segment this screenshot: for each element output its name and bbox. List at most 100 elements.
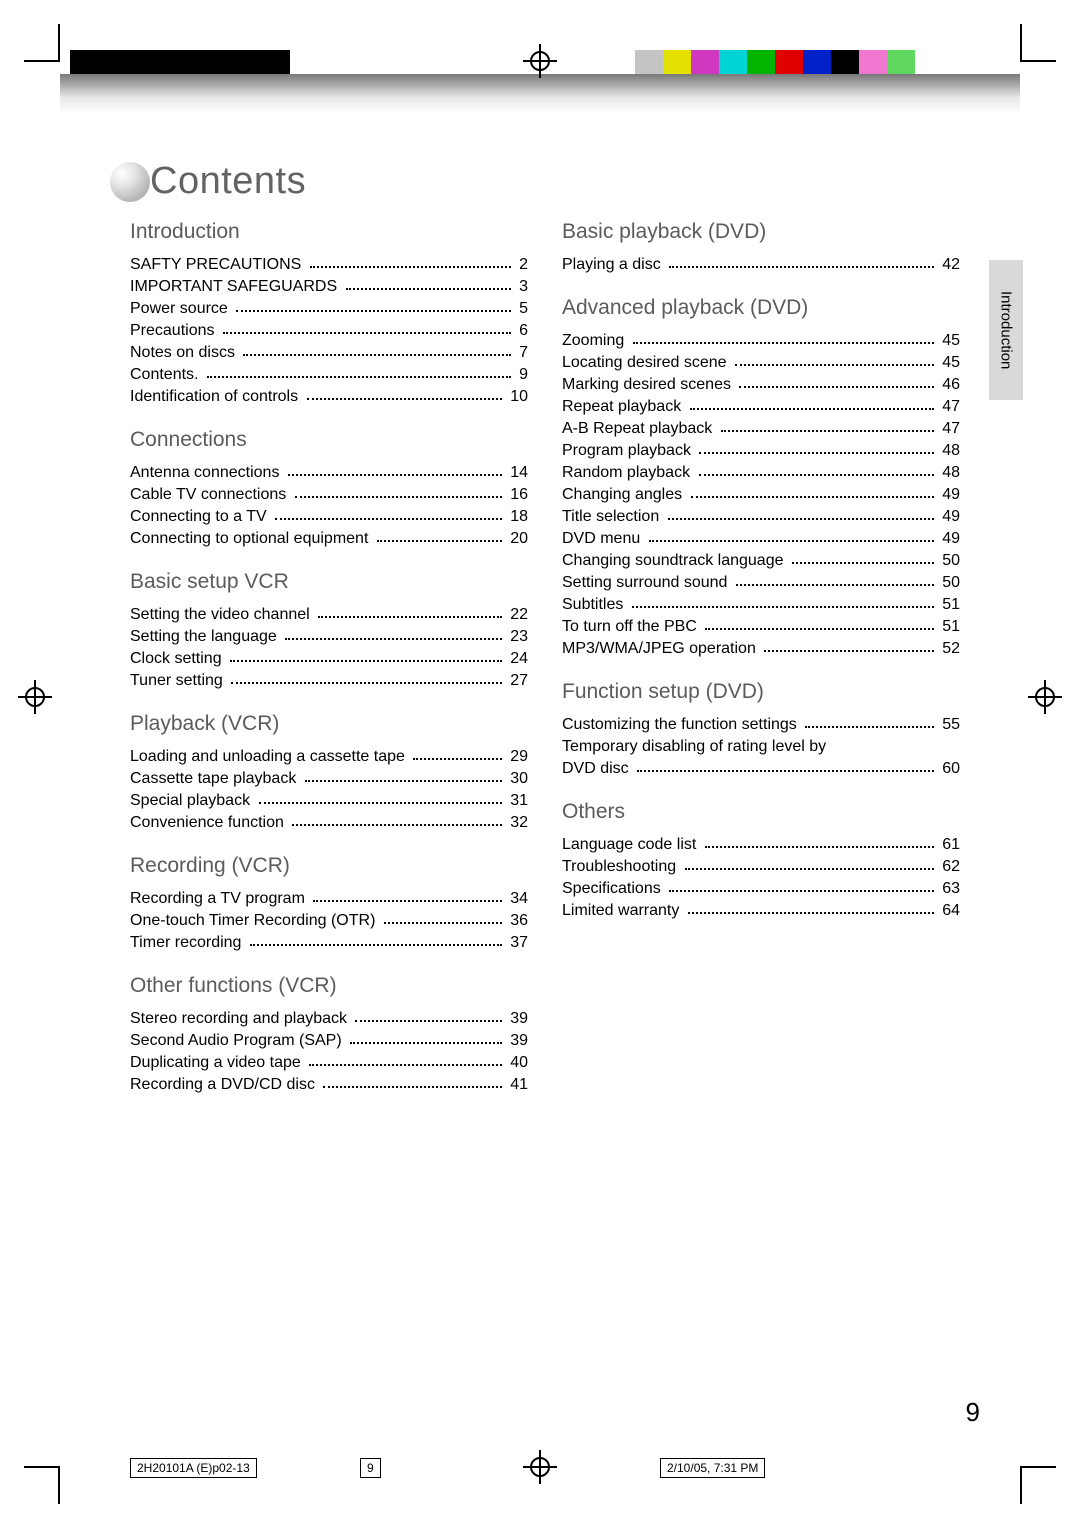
toc-entry: MP3/WMA/JPEG operation 52 (562, 638, 960, 660)
leader-dots (236, 310, 510, 312)
toc-entry: Setting the video channel 22 (130, 604, 528, 626)
toc-entry-title: Connecting to a TV (130, 506, 271, 528)
toc-entry-page: 61 (938, 834, 960, 856)
leader-dots (259, 802, 502, 804)
toc-entry-page: 63 (938, 878, 960, 900)
toc-entry: Second Audio Program (SAP) 39 (130, 1030, 528, 1052)
sphere-bullet-icon (110, 162, 150, 202)
toc-entry-page: 2 (515, 254, 528, 276)
toc-entry: Loading and unloading a cassette tape 29 (130, 746, 528, 768)
footer-docid: 2H20101A (E)p02-13 (130, 1458, 257, 1478)
leader-dots (384, 922, 502, 924)
leader-dots (669, 890, 934, 892)
toc-entry-page: 47 (938, 418, 960, 440)
toc-entry-title: Changing soundtrack language (562, 550, 788, 572)
page-title: Contents (150, 160, 306, 203)
leader-dots (292, 824, 501, 826)
leader-dots (346, 288, 511, 290)
toc-entry-page: 62 (938, 856, 960, 878)
toc-entry-page: 50 (938, 550, 960, 572)
toc-entry: Repeat playback 47 (562, 396, 960, 418)
toc-entry-title: Notes on discs (130, 342, 239, 364)
toc-entry: To turn off the PBC 51 (562, 616, 960, 638)
toc-entry: Connecting to a TV 18 (130, 506, 528, 528)
toc-entry-page: 64 (938, 900, 960, 922)
toc-entry-title: IMPORTANT SAFEGUARDS (130, 276, 342, 298)
toc-entry: Specifications 63 (562, 878, 960, 900)
toc-entry-title: Specifications (562, 878, 665, 900)
toc-section-heading: Basic playback (DVD) (562, 220, 960, 244)
toc-entry: Changing angles 49 (562, 484, 960, 506)
leader-dots (739, 386, 933, 388)
toc-section-heading: Others (562, 800, 960, 824)
crop-mark (58, 24, 60, 60)
leader-dots (764, 650, 933, 652)
toc-entry-page: 6 (515, 320, 528, 342)
toc-entry-page: 39 (506, 1030, 528, 1052)
leader-dots (350, 1042, 502, 1044)
toc-entry-title: Power source (130, 298, 232, 320)
toc-entry-title: Loading and unloading a cassette tape (130, 746, 409, 768)
toc-entry: Title selection 49 (562, 506, 960, 528)
toc-entry: Playing a disc 42 (562, 254, 960, 276)
leader-dots (699, 452, 933, 454)
toc-entry: Clock setting 24 (130, 648, 528, 670)
toc-entry-page: 30 (506, 768, 528, 790)
toc-entry-page: 9 (515, 364, 528, 386)
toc-entry: Contents. 9 (130, 364, 528, 386)
color-swatch (831, 50, 859, 74)
toc-entry: A-B Repeat playback 47 (562, 418, 960, 440)
registration-mark-icon (1028, 680, 1062, 714)
toc-entry-page: 45 (938, 330, 960, 352)
leader-dots (288, 474, 502, 476)
toc-entry: Connecting to optional equipment 20 (130, 528, 528, 550)
toc-entry: Locating desired scene 45 (562, 352, 960, 374)
toc-entry: Zooming 45 (562, 330, 960, 352)
toc-entry: Program playback 48 (562, 440, 960, 462)
toc-entry-title: Duplicating a video tape (130, 1052, 305, 1074)
leader-dots (805, 726, 934, 728)
toc-entry: Tuner setting 27 (130, 670, 528, 692)
header-gradient (60, 74, 1020, 114)
toc-entry: SAFTY PRECAUTIONS 2 (130, 254, 528, 276)
toc-entry: Special playback 31 (130, 790, 528, 812)
toc-entry: Changing soundtrack language 50 (562, 550, 960, 572)
toc-entry-title: To turn off the PBC (562, 616, 701, 638)
toc-entry-title: A-B Repeat playback (562, 418, 717, 440)
toc-entry: Limited warranty 64 (562, 900, 960, 922)
toc-entry: Cable TV connections 16 (130, 484, 528, 506)
toc-section-heading: Advanced playback (DVD) (562, 296, 960, 320)
toc-entry: One-touch Timer Recording (OTR) 36 (130, 910, 528, 932)
leader-dots (705, 846, 934, 848)
toc-entry-title: Second Audio Program (SAP) (130, 1030, 346, 1052)
leader-dots (637, 770, 934, 772)
toc-entry-title: Playing a disc (562, 254, 665, 276)
leader-dots (310, 266, 511, 268)
toc-section-heading: Other functions (VCR) (130, 974, 528, 998)
page: Introduction Contents IntroductionSAFTY … (0, 0, 1080, 1528)
toc-entry-title: Timer recording (130, 932, 246, 954)
toc-entry: Precautions 6 (130, 320, 528, 342)
color-swatch (635, 50, 663, 74)
color-swatches (635, 50, 915, 74)
toc-entry-page: 50 (938, 572, 960, 594)
toc-entry-page: 5 (515, 298, 528, 320)
toc-entry-title: Cable TV connections (130, 484, 291, 506)
toc-entry-page: 20 (506, 528, 528, 550)
toc-entry-title: Random playback (562, 462, 695, 484)
toc-entry-title: MP3/WMA/JPEG operation (562, 638, 760, 660)
toc-entry-title: DVD disc (562, 758, 633, 780)
toc-entry-page: 49 (938, 506, 960, 528)
toc-entry-page: 14 (506, 462, 528, 484)
toc-entry-page: 55 (938, 714, 960, 736)
leader-dots (699, 474, 934, 476)
toc-entry-title: Recording a DVD/CD disc (130, 1074, 319, 1096)
leader-dots (295, 496, 502, 498)
toc-entry-title: SAFTY PRECAUTIONS (130, 254, 306, 276)
toc-entry: Timer recording 37 (130, 932, 528, 954)
color-swatch (887, 50, 915, 74)
toc-entry: Notes on discs 7 (130, 342, 528, 364)
leader-dots (223, 332, 511, 334)
toc-entry: Random playback 48 (562, 462, 960, 484)
leader-dots (685, 868, 934, 870)
